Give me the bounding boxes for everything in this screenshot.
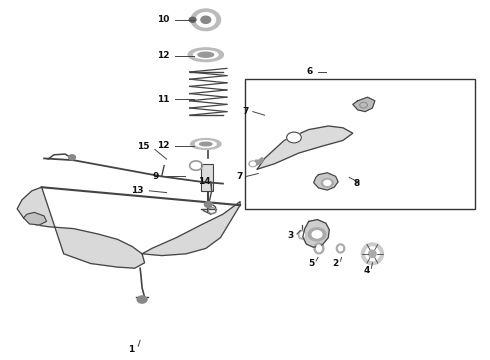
Ellipse shape [196, 141, 216, 147]
Text: 10: 10 [157, 15, 169, 24]
Text: 12: 12 [156, 51, 169, 60]
Ellipse shape [336, 244, 345, 253]
Circle shape [287, 132, 301, 143]
Circle shape [308, 228, 326, 241]
Circle shape [137, 296, 147, 303]
Ellipse shape [314, 243, 324, 254]
Polygon shape [257, 126, 353, 169]
Circle shape [250, 162, 255, 166]
Circle shape [249, 161, 257, 167]
Text: 12: 12 [156, 141, 169, 150]
Text: 7: 7 [243, 107, 249, 116]
Polygon shape [353, 97, 375, 112]
Polygon shape [314, 173, 338, 190]
Ellipse shape [191, 139, 221, 149]
Ellipse shape [194, 51, 218, 59]
Text: 1: 1 [128, 346, 135, 354]
Polygon shape [17, 187, 145, 268]
Circle shape [189, 17, 196, 22]
Ellipse shape [188, 48, 223, 62]
Text: 9: 9 [153, 172, 159, 181]
Text: 3: 3 [288, 231, 294, 240]
Text: 2: 2 [332, 259, 339, 268]
Text: 7: 7 [236, 172, 243, 181]
Circle shape [321, 179, 333, 187]
Polygon shape [303, 220, 329, 247]
Circle shape [201, 16, 211, 23]
Ellipse shape [298, 230, 306, 239]
Ellipse shape [339, 246, 343, 251]
Text: 4: 4 [363, 266, 369, 275]
Ellipse shape [366, 247, 379, 261]
Text: 6: 6 [306, 68, 313, 77]
Text: 14: 14 [198, 177, 211, 186]
Ellipse shape [198, 52, 214, 57]
Circle shape [191, 9, 220, 31]
Bar [245, 79, 475, 209]
Ellipse shape [362, 243, 383, 265]
Text: 8: 8 [354, 179, 360, 188]
Text: 11: 11 [156, 94, 169, 104]
Ellipse shape [200, 142, 212, 146]
Circle shape [312, 231, 322, 238]
Ellipse shape [300, 232, 304, 237]
Polygon shape [142, 202, 240, 256]
Ellipse shape [317, 245, 321, 252]
Circle shape [69, 155, 75, 160]
Text: 15: 15 [137, 143, 149, 152]
Ellipse shape [368, 250, 376, 257]
Circle shape [204, 202, 212, 207]
Polygon shape [255, 158, 264, 165]
Bar [201, 164, 213, 191]
Circle shape [324, 180, 331, 185]
Polygon shape [24, 212, 47, 225]
Text: 5: 5 [308, 259, 314, 268]
Text: 13: 13 [131, 186, 144, 195]
Circle shape [196, 13, 216, 27]
